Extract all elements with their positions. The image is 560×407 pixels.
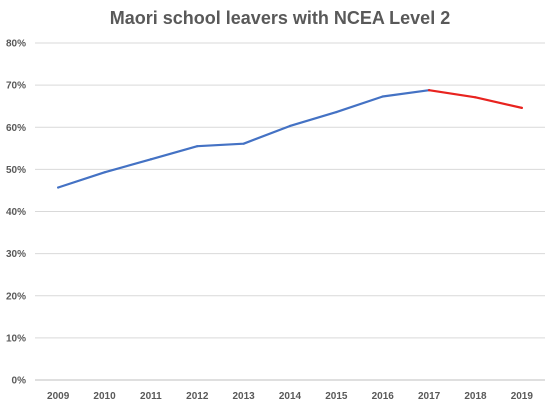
chart-title: Maori school leavers with NCEA Level 2 <box>109 8 451 28</box>
data-point <box>335 110 338 114</box>
x-tick-label: 2014 <box>279 391 302 402</box>
x-tick-label: 2017 <box>418 391 441 402</box>
y-tick-label: 60% <box>6 123 26 134</box>
data-point <box>149 158 153 161</box>
data-point <box>520 106 523 109</box>
x-tick-label: 2010 <box>93 391 116 402</box>
data-point <box>474 96 477 99</box>
data-point <box>196 145 199 148</box>
data-point <box>103 171 106 174</box>
data-point <box>427 89 431 92</box>
x-tick-label: 2011 <box>140 391 162 402</box>
y-tick-label: 20% <box>6 291 26 302</box>
x-tick-label: 2015 <box>325 391 348 402</box>
data-point <box>288 124 292 128</box>
y-tick-label: 80% <box>6 39 26 50</box>
y-tick-label: 0% <box>12 376 27 387</box>
data-point <box>242 142 245 145</box>
x-tick-label: 2016 <box>372 391 395 402</box>
series-line-0 <box>57 89 431 189</box>
data-point <box>57 186 60 189</box>
y-tick-label: 70% <box>6 81 26 92</box>
y-tick-label: 30% <box>6 249 26 260</box>
x-tick-label: 2019 <box>511 391 534 402</box>
x-tick-label: 2013 <box>233 391 256 402</box>
x-tick-label: 2012 <box>186 391 209 402</box>
x-tick-label: 2018 <box>464 391 487 402</box>
y-tick-label: 50% <box>6 165 26 176</box>
series-line-1 <box>427 89 523 109</box>
data-point <box>381 95 384 98</box>
y-tick-label: 40% <box>6 207 26 218</box>
y-tick-label: 10% <box>6 333 26 344</box>
x-tick-label: 2009 <box>47 391 70 402</box>
